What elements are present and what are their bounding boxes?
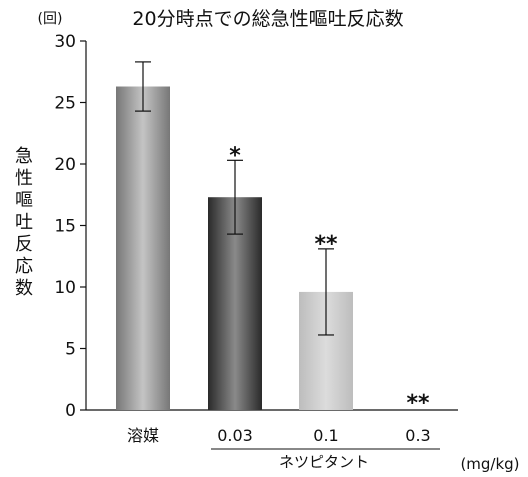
y-tick-label: 30	[54, 32, 76, 52]
error-bars	[135, 61, 334, 336]
significance-1: *	[229, 143, 241, 168]
y-tick-label: 15	[54, 217, 76, 237]
y-axis-label: 急性嘔吐反応数	[15, 146, 33, 299]
y-unit-label: (回)	[38, 11, 63, 27]
bar-0	[116, 86, 170, 410]
y-tick-label: 25	[54, 94, 76, 114]
y-tick-label: 10	[54, 278, 76, 298]
group-label: ネツピタント	[279, 453, 369, 471]
x-tick-label-3: 0.3	[405, 426, 430, 445]
significance-2: **	[314, 232, 338, 257]
bars	[116, 86, 353, 410]
x-unit-label: (mg/kg)	[460, 455, 519, 473]
x-tick-labels: 溶媒 0.03 0.1 0.3	[127, 426, 431, 445]
y-tick-label: 20	[54, 155, 76, 175]
x-tick-label-1: 0.03	[217, 426, 253, 445]
chart-title: 20分時点での総急性嘔吐反応数	[132, 8, 403, 30]
y-tick-label: 5	[65, 340, 76, 360]
x-tick-label-2: 0.1	[313, 426, 338, 445]
significance-3: **	[406, 391, 430, 416]
significance-markers: *****	[229, 143, 430, 416]
x-tick-label-0: 溶媒	[127, 426, 159, 445]
y-tick-label: 0	[65, 401, 76, 421]
